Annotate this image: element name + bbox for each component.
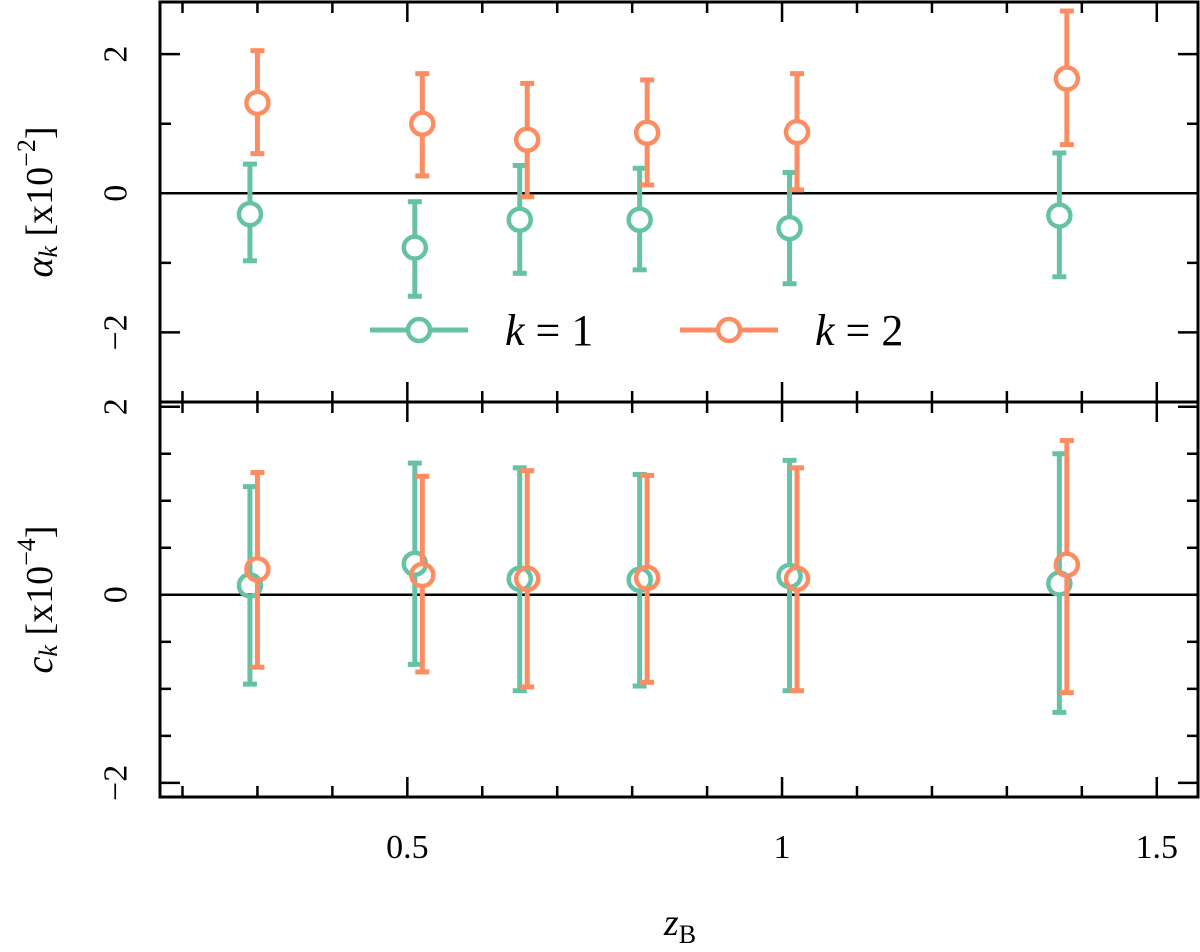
panel-c-k1-point xyxy=(506,565,533,593)
panel-c-k2-point xyxy=(409,561,436,589)
panel-c-ylabel-close: ] xyxy=(19,526,61,539)
panel-alpha-k2-point xyxy=(783,118,811,146)
panel-c-ytick-label: 0 xyxy=(98,586,135,603)
panel-alpha-k1-point xyxy=(236,200,264,228)
chart-background xyxy=(158,0,1200,799)
panel-alpha-ytick-label: 0 xyxy=(98,185,135,202)
panel-alpha-k1-point xyxy=(626,206,653,233)
panel-c-ylabel: ck [x10−4] xyxy=(12,526,63,674)
panel-c-frame xyxy=(158,400,1200,799)
legend-label-k2: k = 2 xyxy=(815,306,903,355)
panel-alpha-ytick-label: −2 xyxy=(98,314,135,350)
legend-marker-k1 xyxy=(405,316,433,344)
chart-marks xyxy=(236,8,1081,715)
panel-c-ylabel-exp: −4 xyxy=(12,538,41,566)
legend-eq: = 1 xyxy=(525,306,594,355)
legend-label-k1: k = 1 xyxy=(505,306,593,355)
panel-alpha-k2-point xyxy=(633,119,661,147)
panel-alpha-ylabel-exp: −2 xyxy=(12,139,41,167)
panel-alpha-ylabel: αk [x10−2] xyxy=(12,127,63,278)
panel-alpha-k2-point xyxy=(409,110,436,137)
xtick-label: 1 xyxy=(774,829,791,866)
panel-alpha-k2-point xyxy=(244,89,271,117)
panel-alpha-ylabel-close: ] xyxy=(19,127,61,140)
panel-alpha-ylabel-sub: k xyxy=(34,246,63,258)
xtick-label: 1.5 xyxy=(1136,829,1179,866)
panel-alpha-ytick-label: 2 xyxy=(98,46,135,63)
panel-alpha-k2-point xyxy=(1053,65,1081,92)
x-axis-title-symbol: z xyxy=(663,902,679,944)
panel-c-k2-point xyxy=(513,565,541,593)
legend-eq: = 2 xyxy=(835,306,904,355)
panel-c-k2-point xyxy=(244,556,271,583)
panel-c-ytick-label: −2 xyxy=(98,765,135,801)
panel-c-k2-point xyxy=(633,564,661,592)
panel-c-ylabel-sub: k xyxy=(34,645,63,657)
legend-var: k xyxy=(815,306,836,355)
x-axis-title: zB xyxy=(663,902,696,947)
legend-marker-k2 xyxy=(715,316,743,344)
panel-alpha-k1-point xyxy=(506,206,533,233)
panel-c-ylabel-symbol: c xyxy=(19,656,61,673)
x-axis-title-sub: B xyxy=(679,920,696,947)
xtick-label: 0.5 xyxy=(386,829,429,866)
panel-alpha-ylabel-unit: [x10 xyxy=(19,167,61,246)
panel-alpha-frame xyxy=(158,0,1200,404)
panel-alpha-ylabel-symbol: α xyxy=(19,256,61,277)
panel-c-k2-point xyxy=(1053,551,1081,578)
legend-var: k xyxy=(505,306,526,355)
panel-c-ytick-label: 2 xyxy=(98,398,135,415)
panel-c-ylabel-unit: [x10 xyxy=(19,566,61,645)
panel-c-k2-point xyxy=(783,565,811,593)
panel-alpha-k1-point xyxy=(776,214,803,242)
panel-alpha-k2-point xyxy=(513,126,541,153)
panel-alpha-k1-point xyxy=(1046,202,1073,229)
panel-alpha-k1-point xyxy=(401,234,429,261)
